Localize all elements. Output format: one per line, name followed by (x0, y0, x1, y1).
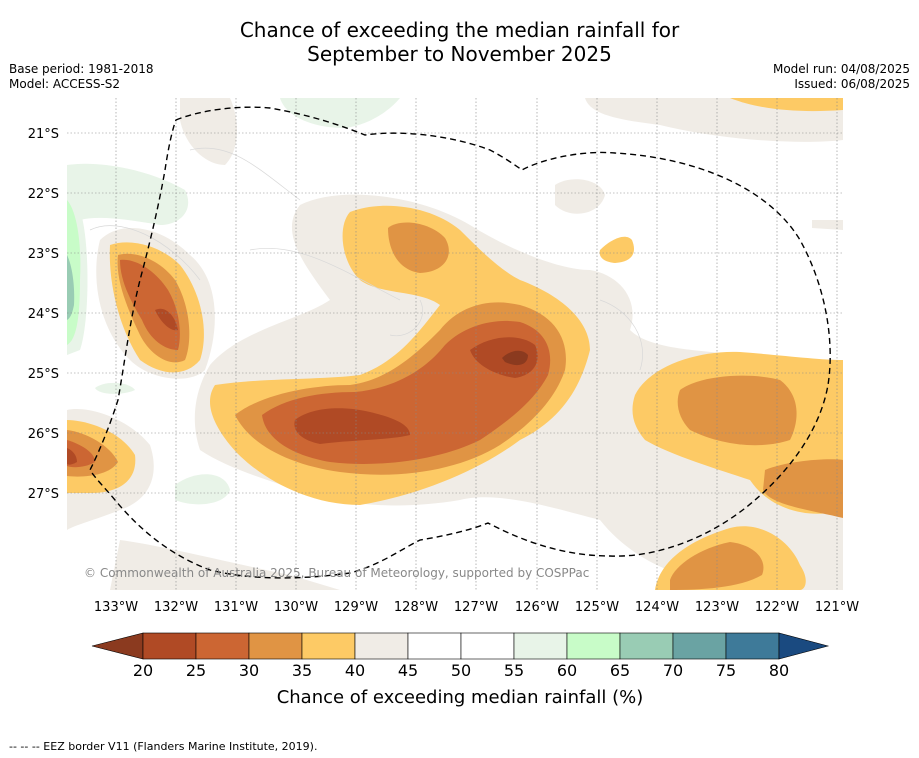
latitude-axis: 21°S 22°S 23°S 24°S 25°S 26°S 27°S (28, 127, 59, 502)
lon-label-127w: 127°W (454, 600, 498, 615)
lon-label-131w: 131°W (214, 600, 258, 615)
lat-label-27s: 27°S (28, 487, 59, 502)
eez-border (89, 106, 831, 579)
lat-label-26s: 26°S (28, 427, 59, 442)
colorbar-bin-55-60 (513, 632, 568, 660)
colorbar-tick-70: 70 (663, 661, 683, 680)
chart-title: Chance of exceeding the median rainfall … (0, 18, 919, 66)
model-name: Model: ACCESS-S2 (9, 77, 121, 91)
copyright-text: © Commonwealth of Australia 2025, Bureau… (84, 566, 589, 580)
colorbar-bin-40-45 (354, 632, 409, 660)
title-line-2: September to November 2025 (307, 42, 612, 66)
colorbar-tick-35: 35 (292, 661, 312, 680)
colorbar-low-extend (91, 632, 144, 660)
colorbar: 20 25 30 35 40 45 50 55 60 65 70 75 80 C… (91, 632, 830, 708)
colorbar-tick-65: 65 (610, 661, 630, 680)
colorbar-tick-80: 80 (769, 661, 789, 680)
lat-label-23s: 23°S (28, 247, 59, 262)
gridlines (67, 98, 843, 590)
colorbar-bin-75-80 (725, 632, 780, 660)
contour-lines (89, 147, 643, 371)
colorbar-high-extend (778, 632, 830, 660)
lat-label-21s: 21°S (28, 127, 59, 142)
title-line-1: Chance of exceeding the median rainfall … (239, 18, 680, 42)
longitude-axis: 133°W 132°W 131°W 130°W 129°W 128°W 127°… (94, 600, 859, 615)
band-65-70 (67, 255, 75, 320)
colorbar-bin-25-30 (195, 632, 250, 660)
colorbar-bin-45-50 (407, 632, 462, 660)
lon-label-122w: 122°W (755, 600, 799, 615)
lon-label-132w: 132°W (154, 600, 198, 615)
colorbar-bin-50-55 (460, 632, 515, 660)
lon-label-126w: 126°W (515, 600, 559, 615)
colorbar-tick-50: 50 (451, 661, 471, 680)
lat-label-25s: 25°S (28, 367, 59, 382)
meta-right: Model run: 04/08/2025 Issued: 06/08/2025 (773, 62, 910, 92)
colorbar-label: Chance of exceeding median rainfall (%) (277, 687, 644, 708)
map-field: © Commonwealth of Australia 2025, Bureau… (67, 98, 843, 590)
lat-label-22s: 22°S (28, 187, 59, 202)
colorbar-tick-55: 55 (504, 661, 524, 680)
colorbar-bin-70-75 (672, 632, 727, 660)
lon-label-124w: 124°W (635, 600, 679, 615)
colorbar-tick-40: 40 (345, 661, 365, 680)
colorbar-bin-35-40 (301, 632, 356, 660)
lon-label-123w: 123°W (695, 600, 739, 615)
lat-label-24s: 24°S (28, 307, 59, 322)
colorbar-bin-65-70 (619, 632, 674, 660)
colorbar-tick-45: 45 (398, 661, 418, 680)
colorbar-tick-25: 25 (186, 661, 206, 680)
colorbar-tick-75: 75 (716, 661, 736, 680)
colorbar-bin-20-25 (142, 632, 197, 660)
lon-label-121w: 121°W (815, 600, 859, 615)
base-period: Base period: 1981-2018 (9, 62, 154, 76)
colorbar-bin-30-35 (248, 632, 303, 660)
colorbar-tick-20: 20 (133, 661, 153, 680)
model-run: Model run: 04/08/2025 (772, 62, 910, 76)
meta-left: Base period: 1981-2018 Model: ACCESS-S2 (9, 62, 154, 92)
issued-date: Issued: 06/08/2025 (794, 77, 910, 91)
colorbar-bin-60-65 (566, 632, 621, 660)
footer-note: -- -- -- EEZ border V11 (Flanders Marine… (9, 740, 318, 753)
lon-label-130w: 130°W (274, 600, 318, 615)
lon-label-128w: 128°W (394, 600, 438, 615)
lon-label-133w: 133°W (94, 600, 138, 615)
band-below-20 (502, 350, 528, 366)
colorbar-tick-60: 60 (557, 661, 577, 680)
colorbar-tick-30: 30 (239, 661, 259, 680)
lon-label-129w: 129°W (334, 600, 378, 615)
lon-label-125w: 125°W (575, 600, 619, 615)
